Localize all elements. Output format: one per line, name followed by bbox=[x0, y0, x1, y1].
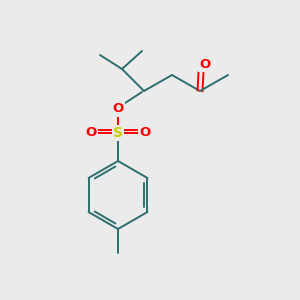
Text: O: O bbox=[140, 127, 151, 140]
Text: S: S bbox=[113, 126, 123, 140]
Text: O: O bbox=[85, 127, 97, 140]
Text: O: O bbox=[112, 103, 124, 116]
Text: O: O bbox=[200, 58, 211, 70]
